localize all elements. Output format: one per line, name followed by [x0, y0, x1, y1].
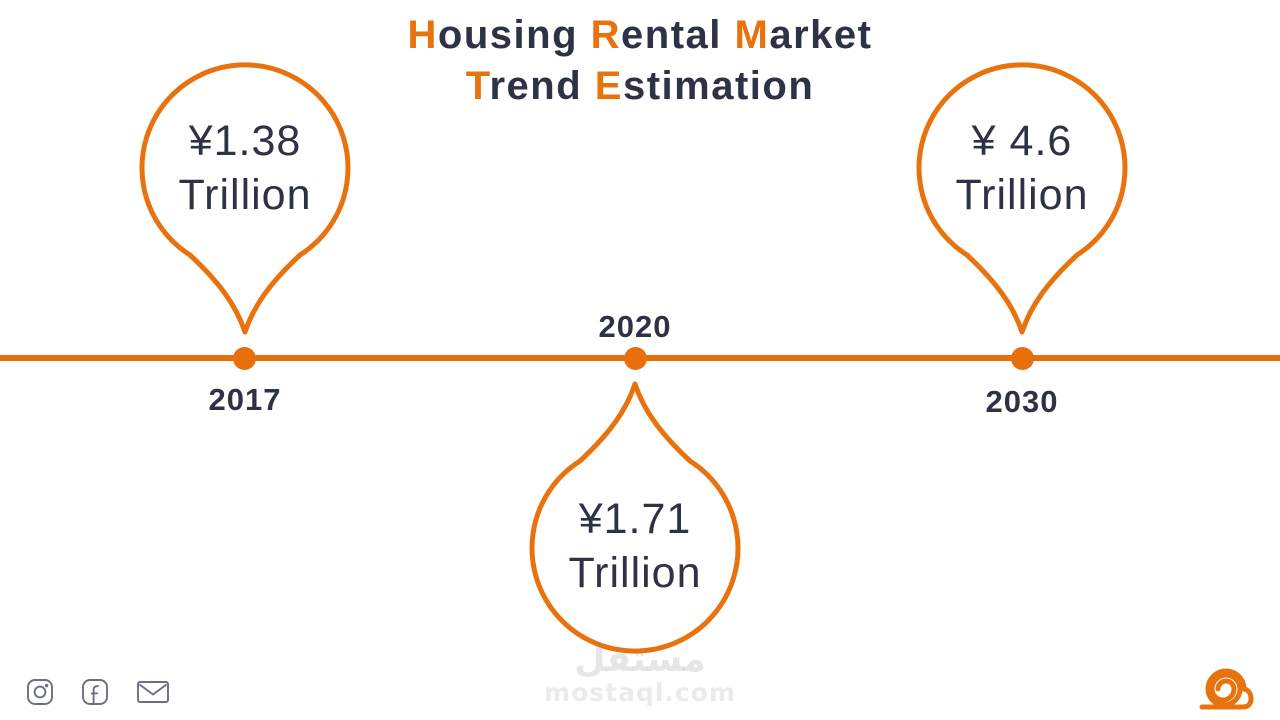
timeline-dot-2030 [1011, 347, 1034, 370]
milestone-value-2030: ¥ 4.6 Trillion [912, 114, 1132, 222]
value-unit: Trillion [955, 171, 1089, 219]
page-title: Housing Rental Market Trend Estimation [0, 10, 1280, 112]
title-line-1: Housing Rental Market [0, 10, 1280, 61]
year-label-2020: 2020 [598, 309, 672, 344]
social-icons [26, 678, 170, 706]
value-unit: Trillion [568, 549, 702, 597]
watermark-domain-text: mostaql.com [544, 678, 736, 707]
value-unit: Trillion [178, 171, 312, 219]
timeline-dot-2020 [624, 347, 647, 370]
balloon-marker-2030 [916, 62, 1128, 335]
year-label-2030: 2030 [985, 384, 1059, 419]
balloon-marker-2020 [529, 381, 741, 654]
title-segment: T [465, 64, 490, 108]
year-label-2017: 2017 [208, 382, 282, 417]
value-amount: ¥ 4.6 [971, 117, 1073, 165]
instagram-icon[interactable] [26, 678, 54, 706]
facebook-icon[interactable] [81, 678, 109, 706]
title-segment: R [590, 13, 622, 57]
title-segment: rend [489, 64, 595, 108]
balloon-marker-2017 [139, 62, 351, 335]
title-segment: M [734, 13, 770, 57]
title-segment: ousing [437, 13, 591, 57]
title-segment: H [407, 13, 438, 57]
value-amount: ¥1.71 [578, 495, 692, 543]
milestone-value-2020: ¥1.71 Trillion [525, 492, 745, 600]
milestone-value-2017: ¥1.38 Trillion [135, 114, 355, 222]
title-segment: stimation [622, 64, 815, 108]
title-segment: ental [621, 13, 735, 57]
title-segment: arket [769, 13, 873, 57]
value-amount: ¥1.38 [188, 117, 302, 165]
title-line-2: Trend Estimation [0, 61, 1280, 112]
timeline-dot-2017 [233, 347, 256, 370]
email-icon[interactable] [136, 678, 170, 706]
mostaql-spiral-logo [1199, 668, 1254, 710]
title-segment: E [594, 64, 623, 108]
